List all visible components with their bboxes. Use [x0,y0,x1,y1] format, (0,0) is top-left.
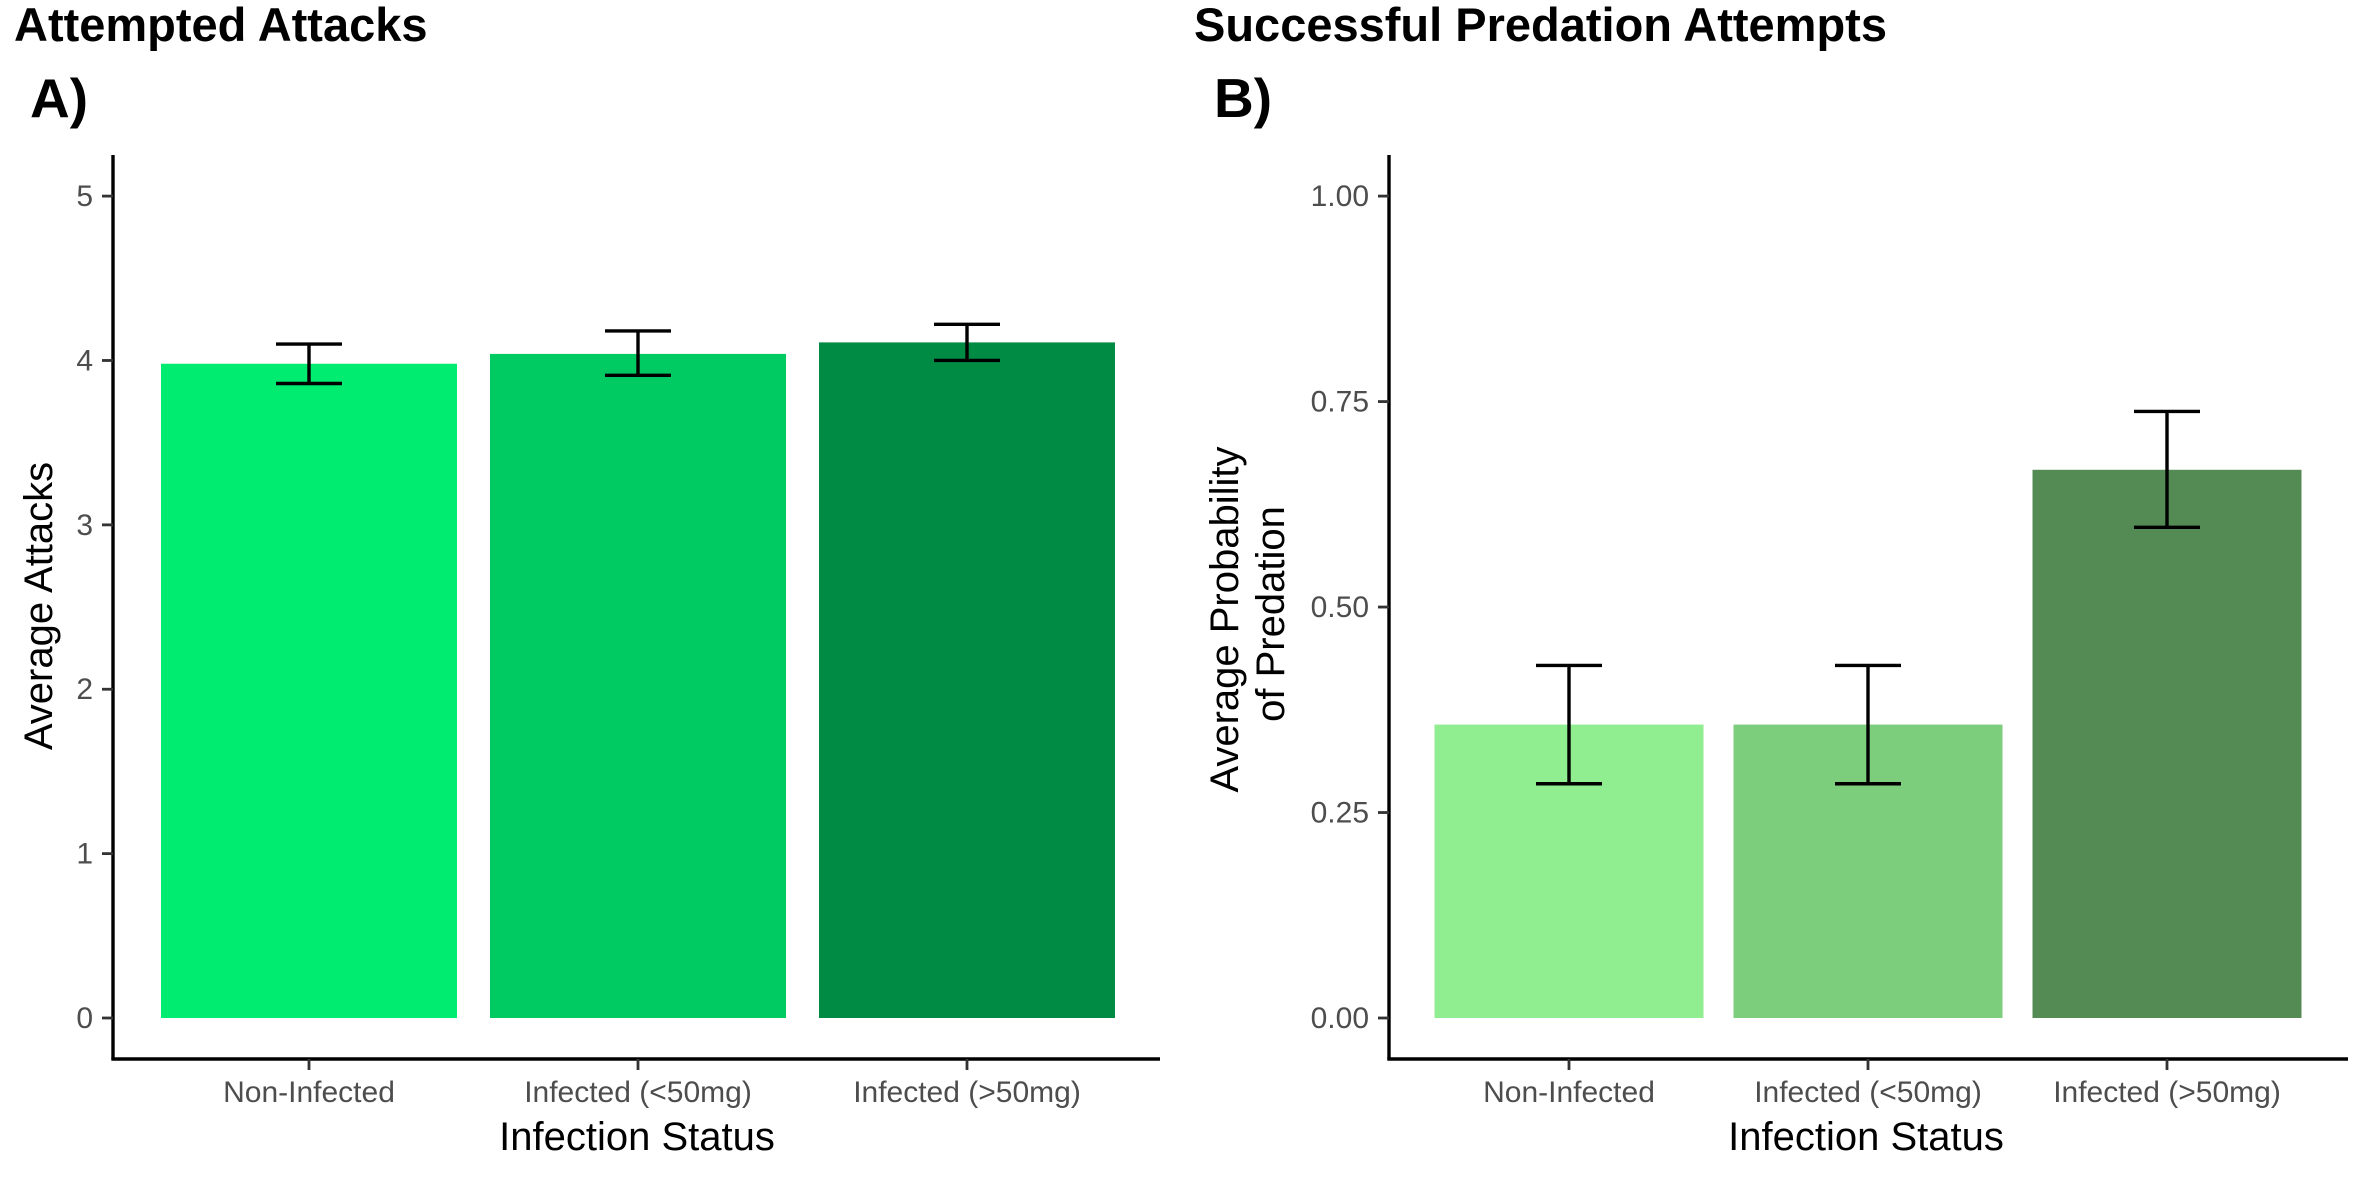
panel-a-bar-2 [819,342,1115,1018]
panel-b-y-axis-title-line-1: Average Probability [1203,446,1247,792]
panel-b-error-bar-2 [2134,409,2200,530]
panel-a-y-axis-title: Average Attacks [17,462,61,750]
panel-b-label: B) [1214,67,1272,129]
panel-b-title: Successful Predation Attempts [1194,0,1887,51]
panel-successful-predation: Successful Predation Attempts B) Infecti… [1194,0,2348,1159]
panel-a-y-tick-label-5: 5 [76,180,93,213]
panel-b-y-tick-label-2: 0.50 [1311,591,1369,624]
panel-a-y-tick-label-4: 4 [76,344,93,377]
panel-a-y-tick-label-0: 0 [76,1002,93,1035]
panel-a-y-tick-label-3: 3 [76,509,93,542]
panel-a-bar-1 [490,353,786,1018]
panel-a-x-axis-title: Infection Status [499,1115,775,1159]
panel-a-error-bar-2 [934,322,1000,363]
panel-a-x-tick-label-0: Non-Infected [223,1076,395,1109]
panel-attempted-attacks: Attempted Attacks A) Infection Status Av… [14,0,1160,1159]
panel-b-y-tick-label-1: 0.25 [1311,797,1369,830]
panel-a-bar-0 [161,363,457,1019]
panel-a-x-tick-label-1: Infected (<50mg) [524,1076,752,1109]
panel-a-title: Attempted Attacks [14,0,428,51]
panel-b-error-bar-0 [1536,663,1602,786]
panel-a-y-tick-label-2: 2 [76,673,93,706]
panel-b-y-axis-title: Average Probability of Predation [1203,435,1293,792]
panel-b-x-axis-title: Infection Status [1728,1115,2004,1159]
panel-a-error-bar-0 [276,342,342,386]
panel-b-y-tick-label-3: 0.75 [1311,386,1369,419]
panel-a-error-bar-1 [605,329,671,377]
panel-b-y-tick-label-4: 1.00 [1311,180,1369,213]
panel-b-bar-2 [2032,469,2302,1018]
panel-b-y-tick-label-0: 0.00 [1311,1002,1369,1035]
panel-b-x-tick-label-1: Infected (<50mg) [1754,1076,1982,1109]
panel-a-label: A) [30,67,88,129]
panel-b-x-tick-label-0: Non-Infected [1483,1076,1655,1109]
panel-b-error-bar-1 [1835,663,1901,786]
panel-a-y-tick-label-1: 1 [76,838,93,871]
panel-a-x-tick-label-2: Infected (>50mg) [853,1076,1081,1109]
panel-b-x-tick-label-2: Infected (>50mg) [2053,1076,2281,1109]
panel-b-y-axis-title-line-2: of Predation [1249,506,1293,722]
